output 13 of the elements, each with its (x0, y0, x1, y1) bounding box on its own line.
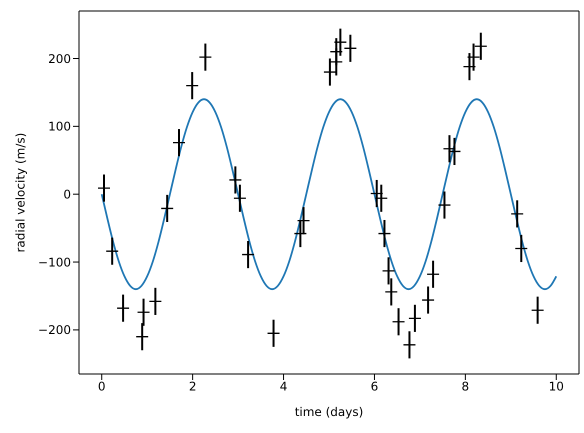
y-tick-label: 200 (48, 52, 71, 66)
x-tick-label: 0 (98, 380, 106, 394)
x-tick-label: 10 (548, 380, 564, 394)
y-axis-title: radial velocity (m/s) (13, 132, 28, 252)
x-tick-label: 6 (370, 380, 378, 394)
x-axis-title: time (days) (294, 405, 364, 419)
x-tick-label: 4 (280, 380, 288, 394)
y-tick-label: 0 (63, 187, 71, 202)
y-tick-label: −100 (38, 255, 71, 270)
y-tick-label: 100 (48, 120, 71, 134)
x-tick-label: 8 (462, 380, 470, 394)
x-tick-label: 2 (188, 380, 196, 394)
y-tick-label: −200 (38, 323, 71, 338)
